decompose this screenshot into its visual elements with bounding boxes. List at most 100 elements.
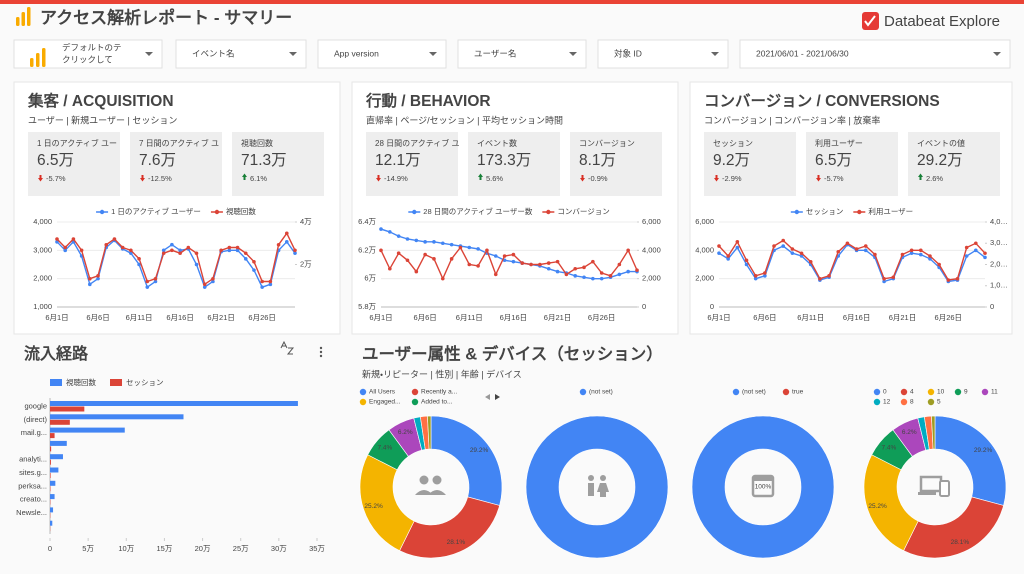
section-subtitle: 新規・リピーター | 性別 | 年齢 | デバイス — [362, 368, 522, 379]
data-point — [964, 254, 969, 258]
data-point — [379, 248, 383, 253]
x-tick-label: 6月6日 — [413, 313, 436, 322]
legend-pager[interactable] — [485, 394, 500, 400]
more-icon[interactable] — [319, 346, 323, 358]
scorecard-delta: 6.1% — [250, 174, 267, 183]
legend-label: セッション — [806, 207, 844, 216]
legend: セッション 利用ユーザー — [790, 206, 913, 216]
data-point — [449, 242, 454, 247]
dropdown-arrow — [289, 52, 297, 56]
legend-dot — [873, 388, 881, 396]
legend-label: 0 — [883, 389, 887, 396]
sort-icon[interactable] — [280, 340, 295, 355]
panel-title: コンバージョン / CONVERSIONS — [704, 92, 940, 110]
x-tick-label: 5万 — [82, 544, 94, 553]
icon-bar — [42, 48, 46, 67]
data-point — [432, 257, 436, 261]
data-point — [432, 240, 436, 244]
pie-slice — [691, 415, 835, 559]
legend-label: 1 日のアクティブ ユーザー — [111, 206, 201, 216]
x-tick-label: 6月1日 — [369, 313, 392, 322]
data-point — [599, 276, 604, 281]
x-tick-label: 15万 — [157, 544, 173, 553]
legend-swatch — [50, 379, 62, 386]
scorecard — [806, 132, 898, 196]
data-point — [211, 276, 215, 281]
legend-label: Engaged... — [369, 399, 401, 406]
category-label: google — [24, 401, 47, 410]
y2-tick-label: 1,0… — [990, 281, 1008, 290]
x-tick-label: 6月21日 — [207, 313, 235, 322]
x-tick-label: 35万 — [309, 544, 325, 553]
data-point — [520, 261, 525, 265]
scorecard-delta: -2.9% — [722, 174, 742, 183]
data-point — [71, 237, 76, 241]
legend-label: 視聴回数 — [66, 377, 96, 387]
filter-box[interactable] — [457, 39, 587, 69]
legend-label: 12 — [883, 399, 891, 406]
legend-label: 5 — [937, 399, 941, 406]
scorecard-label: 視聴回数 — [241, 138, 273, 148]
data-point — [735, 245, 740, 250]
legend-dot — [411, 388, 419, 396]
dropdown-arrow — [429, 52, 437, 56]
data-point — [252, 268, 256, 272]
filter-box[interactable] — [739, 39, 1011, 69]
bar — [50, 406, 85, 412]
data-point — [918, 248, 923, 253]
panel — [689, 81, 1013, 335]
data-point — [763, 274, 767, 278]
x-tick-label: 6月11日 — [797, 313, 824, 322]
data-point — [178, 248, 182, 253]
data-point — [276, 242, 281, 247]
scorecard — [570, 132, 662, 196]
data-point — [112, 237, 117, 241]
trend-arrow — [478, 173, 483, 180]
data-point — [440, 276, 445, 281]
data-point — [511, 259, 516, 264]
data-point — [735, 239, 740, 244]
data-point — [937, 262, 941, 267]
bar — [50, 480, 56, 486]
category-label: creato... — [20, 495, 47, 504]
bar — [50, 473, 51, 478]
x-tick-label: 6月6日 — [753, 313, 776, 322]
section-title: ユーザー属性 & デバイス（セッション） — [362, 343, 663, 363]
data-point — [178, 251, 182, 256]
legend-dot — [981, 388, 989, 396]
data-point — [983, 255, 987, 260]
filter-box[interactable] — [175, 39, 307, 69]
data-point — [161, 248, 166, 253]
panel-title: 集客 / ACQUISITION — [27, 91, 174, 110]
data-point — [476, 264, 480, 268]
bar — [50, 467, 59, 473]
trend-arrow — [242, 173, 247, 180]
legend-dot — [579, 388, 587, 396]
dropdown-arrow — [711, 52, 719, 56]
filter-box[interactable] — [597, 39, 729, 69]
data-point — [63, 245, 68, 250]
filter-box[interactable] — [317, 39, 447, 69]
scorecard-label: 7 日間のアクティブ ユ — [139, 138, 219, 148]
top-bar — [0, 0, 1024, 4]
trend-arrow — [140, 175, 145, 182]
scorecard-value: 7.6万 — [139, 152, 176, 169]
data-point — [744, 258, 749, 263]
category-label: mail.g... — [21, 428, 47, 437]
scorecard-value: 8.1万 — [579, 152, 616, 169]
filter-label: 2021/06/01 - 2021/06/30 — [756, 48, 849, 58]
y-tick-label: 4,000 — [695, 245, 714, 254]
data-point — [88, 282, 92, 287]
filter-icon — [30, 48, 46, 67]
data-point — [891, 275, 896, 280]
gender-icon — [588, 475, 609, 497]
data-point — [170, 242, 174, 247]
filter-label: App version — [334, 48, 379, 58]
legend-dot — [359, 388, 367, 396]
y-tick-label: 6万 — [364, 274, 376, 283]
scorecard-value: 12.1万 — [375, 152, 421, 169]
data-point — [467, 262, 472, 267]
legend-label: 視聴回数 — [226, 206, 256, 216]
legend-dot — [411, 398, 419, 406]
x-tick-label: 6月26日 — [935, 313, 963, 322]
